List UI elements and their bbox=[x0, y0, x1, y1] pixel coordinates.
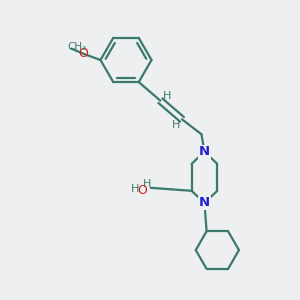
Text: N: N bbox=[199, 145, 210, 158]
Text: O: O bbox=[137, 184, 147, 197]
Text: N: N bbox=[199, 196, 210, 209]
Text: H: H bbox=[163, 91, 171, 101]
Text: H: H bbox=[131, 184, 140, 194]
Text: H: H bbox=[172, 120, 181, 130]
Text: CH₃: CH₃ bbox=[68, 42, 87, 52]
Text: H: H bbox=[143, 179, 152, 189]
Text: O: O bbox=[78, 46, 88, 60]
